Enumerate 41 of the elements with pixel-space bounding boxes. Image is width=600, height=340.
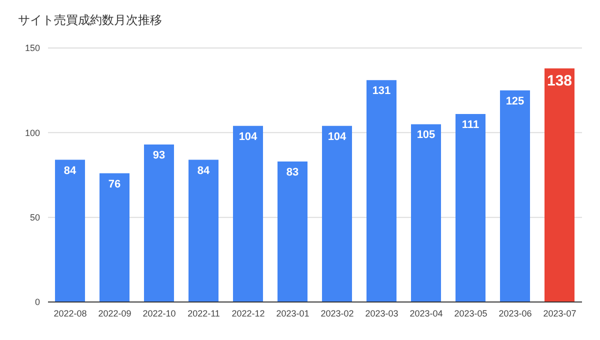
data-label: 83 xyxy=(286,166,299,178)
bar xyxy=(278,161,308,302)
data-label: 131 xyxy=(372,85,391,98)
bar xyxy=(456,114,486,302)
x-tick-label: 2023-05 xyxy=(454,308,488,318)
x-tick-label: 2023-02 xyxy=(320,308,354,318)
data-label: 84 xyxy=(197,164,210,177)
x-tick-label: 2022-12 xyxy=(232,308,265,318)
y-tick-label: 50 xyxy=(30,212,40,223)
x-tick-label: 2023-01 xyxy=(276,308,310,318)
bar xyxy=(188,160,218,302)
data-label: 76 xyxy=(108,178,121,190)
x-tick-label: 2022-10 xyxy=(142,308,176,318)
bar xyxy=(55,160,85,302)
data-label: 84 xyxy=(64,164,77,177)
data-label: 104 xyxy=(238,130,258,143)
bar xyxy=(500,90,530,302)
data-label: 111 xyxy=(462,119,480,132)
x-tick-label: 2022-09 xyxy=(98,308,132,318)
data-label: 104 xyxy=(328,130,348,143)
bar xyxy=(144,144,174,302)
bar xyxy=(322,126,352,302)
x-tick-label: 2022-08 xyxy=(54,308,87,318)
data-label: 93 xyxy=(152,150,166,162)
bar xyxy=(411,124,441,302)
bar xyxy=(544,68,574,302)
x-tick-label: 2023-07 xyxy=(543,308,576,318)
chart-title: サイト売買成約数月次推移 xyxy=(18,12,162,29)
bar xyxy=(366,80,396,302)
x-tick-label: 2022-11 xyxy=(188,308,220,318)
y-tick-label: 0 xyxy=(34,297,40,308)
y-tick-label: 100 xyxy=(24,128,40,138)
x-tick-label: 2023-04 xyxy=(410,308,443,318)
data-label: 138 xyxy=(546,72,572,90)
bar xyxy=(100,173,130,302)
y-tick-label: 150 xyxy=(24,43,40,54)
x-tick-label: 2023-06 xyxy=(498,308,532,318)
data-label: 105 xyxy=(416,129,436,142)
x-tick-label: 2023-03 xyxy=(365,308,398,318)
data-label: 125 xyxy=(506,95,524,108)
bar xyxy=(233,126,263,302)
